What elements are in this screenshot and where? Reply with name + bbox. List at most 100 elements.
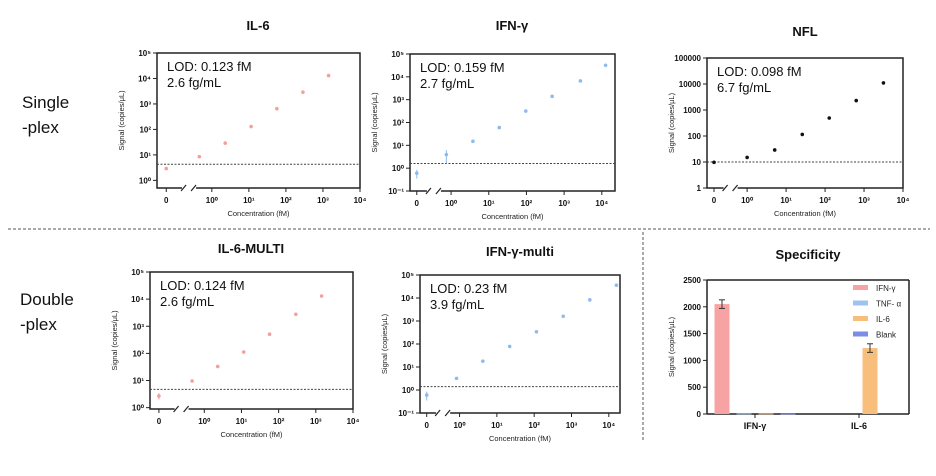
y-tick-label: 1000 bbox=[683, 356, 701, 365]
y-axis-label: Signal (copies/μL) bbox=[370, 92, 379, 153]
lod-annotation: 6.7 fg/mL bbox=[717, 80, 771, 95]
y-tick-label: 10⁰ bbox=[132, 404, 145, 413]
data-point bbox=[523, 109, 528, 113]
x-tick-label: IL-6 bbox=[851, 421, 867, 431]
y-tick-label: 10³ bbox=[392, 96, 404, 105]
data-point bbox=[301, 90, 305, 94]
lod-annotation: 3.9 fg/mL bbox=[430, 297, 484, 312]
y-tick-label: 500 bbox=[688, 383, 702, 392]
axis-break-mark bbox=[434, 409, 441, 417]
y-axis-label: Signal (copies/μL) bbox=[117, 90, 126, 151]
y-tick-label: 10⁵ bbox=[138, 49, 151, 58]
x-tick-label: 10¹ bbox=[236, 417, 248, 426]
y-tick-label: 10⁴ bbox=[138, 74, 151, 83]
y-tick-label: 10² bbox=[139, 125, 151, 134]
y-tick-label: 0 bbox=[697, 410, 702, 419]
legend-swatch bbox=[853, 331, 868, 337]
data-point bbox=[326, 73, 331, 78]
data-point bbox=[881, 81, 886, 85]
data-point bbox=[319, 294, 324, 298]
axis-break-gap bbox=[182, 186, 197, 190]
data-point bbox=[614, 283, 619, 288]
x-tick-label: 10¹ bbox=[483, 199, 495, 208]
y-tick-label: 1500 bbox=[683, 330, 701, 339]
lod-annotation: LOD: 0.123 fM bbox=[167, 59, 252, 74]
data-point bbox=[745, 155, 749, 160]
chart-title: NFL bbox=[792, 24, 817, 39]
data-point bbox=[712, 160, 716, 165]
axis-break-mark bbox=[722, 184, 729, 192]
y-tick-label: 10⁵ bbox=[401, 271, 414, 280]
x-tick-label: 0 bbox=[424, 421, 429, 430]
x-tick-label: 10³ bbox=[310, 417, 322, 426]
x-tick-label: 10⁰ bbox=[453, 421, 466, 430]
plot-frame bbox=[156, 52, 361, 189]
y-tick-label: 10 bbox=[692, 158, 701, 167]
y-tick-label: 10² bbox=[392, 119, 404, 128]
lod-annotation: 2.6 fg/mL bbox=[167, 75, 221, 90]
axis-break-mark bbox=[180, 184, 187, 192]
x-tick-label: 10⁰ bbox=[198, 417, 211, 426]
x-tick-label: IFN-γ bbox=[744, 421, 767, 431]
data-point bbox=[249, 124, 253, 129]
x-tick-label: 10¹ bbox=[243, 196, 255, 205]
chart-il-6: IL-6 Signal (copies/μL) 0 10⁰ 10¹ 10² 10³ 10⁴ 10… bbox=[117, 18, 366, 218]
x-tick-label: 10⁴ bbox=[354, 196, 367, 205]
data-point bbox=[157, 394, 161, 398]
y-tick-label: 10⁵ bbox=[391, 50, 404, 59]
row-label-single-1: Single bbox=[22, 93, 69, 112]
bar bbox=[758, 413, 774, 415]
plot-frame bbox=[706, 57, 904, 189]
data-point bbox=[454, 376, 459, 381]
legend-swatch bbox=[853, 300, 868, 306]
lod-annotation: LOD: 0.098 fM bbox=[717, 64, 802, 79]
x-axis-label: Concentration (fM) bbox=[227, 209, 290, 218]
x-tick-label: 10² bbox=[528, 421, 540, 430]
data-point bbox=[414, 171, 419, 176]
lod-annotation: LOD: 0.159 fM bbox=[420, 60, 505, 75]
x-tick-label: 10³ bbox=[858, 196, 870, 205]
lod-annotation: 2.6 fg/mL bbox=[160, 294, 214, 309]
x-tick-label: 10³ bbox=[566, 421, 578, 430]
chart-title: Specificity bbox=[775, 247, 841, 262]
y-tick-label: 10¹ bbox=[132, 377, 144, 386]
axis-break-gap bbox=[426, 189, 441, 193]
x-tick-label: 0 bbox=[415, 199, 420, 208]
bar bbox=[780, 413, 796, 415]
axis-break-mark bbox=[190, 184, 197, 192]
legend-swatch bbox=[853, 285, 868, 290]
axis-break-mark bbox=[183, 405, 190, 413]
y-tick-label: 10⁴ bbox=[131, 295, 144, 304]
y-tick-label: 10⁻¹ bbox=[388, 187, 404, 196]
x-tick-label: 0 bbox=[157, 417, 162, 426]
chart-title: IL-6-MULTI bbox=[218, 241, 284, 256]
x-tick-label: 10² bbox=[521, 199, 533, 208]
lod-annotation: LOD: 0.23 fM bbox=[430, 281, 507, 296]
lod-annotation: 2.7 fg/mL bbox=[420, 76, 474, 91]
y-tick-label: 2000 bbox=[683, 303, 701, 312]
legend-label: IFN-γ bbox=[876, 284, 896, 293]
x-tick-label: 10⁴ bbox=[602, 421, 615, 430]
y-tick-label: 10³ bbox=[132, 322, 144, 331]
legend-label: TNF- α bbox=[876, 300, 901, 309]
legend-swatch bbox=[853, 316, 868, 321]
x-tick-label: 10⁴ bbox=[347, 417, 360, 426]
bar bbox=[714, 304, 730, 414]
data-point bbox=[197, 154, 202, 159]
chart-title: IFN-γ-multi bbox=[486, 244, 554, 259]
y-axis-label: Signal (copies/μL) bbox=[667, 92, 676, 153]
axis-break-gap bbox=[174, 407, 189, 411]
y-tick-label: 10⁴ bbox=[401, 294, 414, 303]
x-tick-label: 10³ bbox=[558, 199, 570, 208]
data-point bbox=[471, 139, 475, 144]
data-point bbox=[561, 314, 566, 319]
data-point bbox=[164, 166, 169, 171]
y-tick-label: 1 bbox=[697, 184, 702, 193]
y-tick-label: 10¹ bbox=[392, 141, 404, 150]
chart-title: IFN-γ bbox=[496, 18, 529, 33]
y-axis-label: Signal (copies/μL) bbox=[110, 310, 119, 371]
y-tick-label: 10² bbox=[402, 340, 414, 349]
x-tick-label: 10⁰ bbox=[445, 199, 458, 208]
lod-annotation: LOD: 0.124 fM bbox=[160, 278, 245, 293]
